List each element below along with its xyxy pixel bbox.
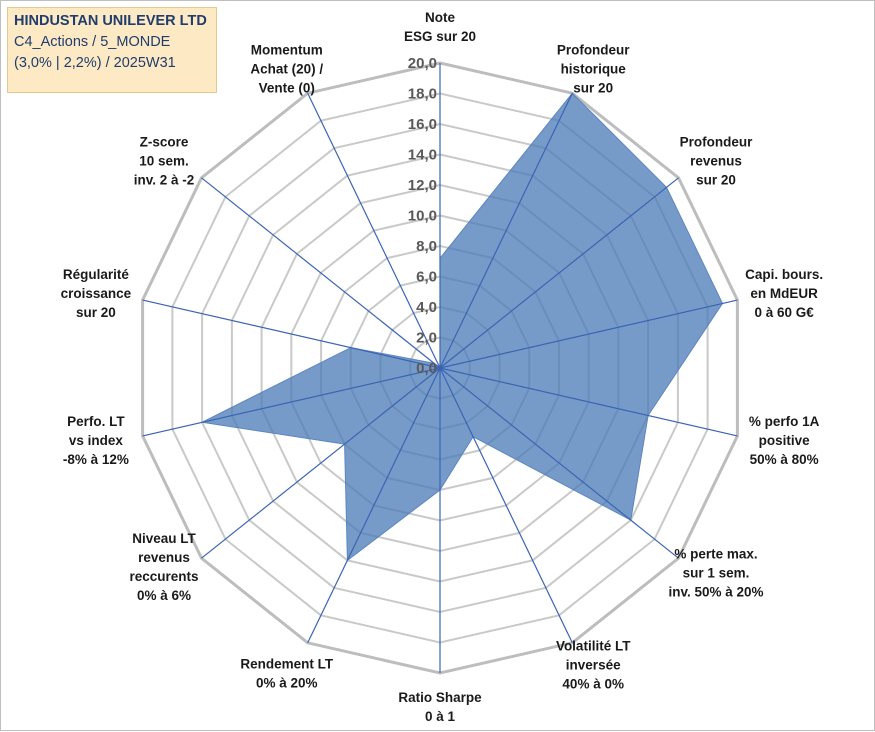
axis-label-line: inversée — [566, 657, 621, 672]
axis-label-line: revenus — [690, 153, 742, 168]
axis-label-line: Momentum — [251, 43, 323, 58]
axis-label-line: 40% à 0% — [562, 676, 624, 691]
axis-label-line: Rendement LT — [240, 656, 334, 671]
axis-label: Momentum Achat (20) / Vente (0) — [250, 43, 323, 96]
axis-label: Z-score 10 sem. inv. 2 à -2 — [134, 134, 195, 187]
axis-label-line: en MdEUR — [750, 286, 818, 301]
axis-label-line: Volatilité LT — [556, 638, 631, 653]
tick-label: 6,0 — [416, 269, 437, 286]
axis-label-line: Perfo. LT — [67, 414, 125, 429]
axis-label-line: % perfo 1A — [749, 414, 820, 429]
axis-label: Profondeur historique sur 20 — [557, 43, 630, 96]
axis-label-line: Capi. bours. — [745, 267, 823, 282]
tick-label: 18,0 — [408, 86, 437, 103]
axis-label-line: Profondeur — [557, 43, 630, 58]
axis-spoke — [307, 92, 441, 369]
axis-spoke — [439, 299, 738, 369]
title-company: HINDUSTAN UNILEVER LTD — [14, 13, 207, 29]
axis-label-line: Vente (0) — [259, 81, 315, 96]
title-box: HINDUSTAN UNILEVER LTD C4_Actions / 5_MO… — [7, 7, 217, 93]
axis-label-line: inv. 50% à 20% — [668, 585, 763, 600]
tick-label: 12,0 — [408, 177, 437, 194]
axis-label-line: inv. 2 à -2 — [134, 172, 195, 187]
axis-spoke — [142, 299, 441, 369]
tick-label: 14,0 — [408, 147, 437, 164]
axis-label-line: positive — [759, 433, 811, 448]
tick-label: 0,0 — [416, 360, 437, 377]
axis-label-line: Ratio Sharpe — [398, 690, 482, 705]
axis-label-line: sur 1 sem. — [683, 566, 750, 581]
title-category: C4_Actions / 5_MONDE — [14, 34, 171, 50]
tick-label: 2,0 — [416, 330, 437, 347]
axis-label-line: Z-score — [140, 134, 189, 149]
axis-spoke — [439, 177, 679, 369]
axis-label-line: Niveau LT — [132, 531, 196, 546]
axis-label-line: 0 à 60 G€ — [754, 305, 814, 320]
axis-label-line: sur 20 — [573, 81, 613, 96]
axis-label-line: Note — [425, 10, 455, 25]
axis-label-line: Régularité — [63, 267, 130, 282]
axis-label: Niveau LT revenus reccurents 0% à 6% — [129, 531, 198, 603]
axis-label-line: ESG sur 20 — [404, 29, 476, 44]
tick-label: 20,0 — [408, 55, 437, 72]
axis-label: % perfo 1A positive 50% à 80% — [749, 414, 820, 467]
axis-label: Régularité croissance sur 20 — [61, 267, 132, 320]
axis-label-line: Profondeur — [680, 134, 753, 149]
axis-label-line: historique — [561, 62, 627, 77]
axis-label-line: 0% à 6% — [137, 588, 191, 603]
title-period: (3,0% | 2,2%) / 2025W31 — [14, 55, 176, 71]
tick-label: 4,0 — [416, 299, 437, 316]
axis-label-line: % perte max. — [674, 547, 757, 562]
axis-spoke — [439, 367, 573, 644]
axis-label: Volatilité LT inversée 40% à 0% — [556, 638, 631, 691]
tick-label: 10,0 — [408, 208, 437, 225]
axis-label-line: croissance — [61, 286, 132, 301]
axis-spoke — [142, 367, 441, 437]
axis-label-line: 50% à 80% — [750, 452, 819, 467]
axis-spoke — [201, 367, 441, 559]
axis-label: Profondeur revenus sur 20 — [680, 134, 753, 187]
axis-label-line: vs index — [69, 433, 124, 448]
axis-spoke — [439, 367, 738, 437]
axis-label-line: sur 20 — [76, 305, 116, 320]
axis-label: Capi. bours. en MdEUR 0 à 60 G€ — [745, 267, 823, 320]
axis-label-line: sur 20 — [696, 172, 736, 187]
axis-spoke — [307, 367, 441, 644]
axis-label-line: 0% à 20% — [256, 675, 318, 690]
axis-spoke — [439, 92, 573, 369]
axis-spoke — [201, 177, 441, 369]
axis-label: % perte max. sur 1 sem. inv. 50% à 20% — [668, 547, 763, 600]
axis-label-line: revenus — [138, 550, 190, 565]
tick-label: 8,0 — [416, 238, 437, 255]
axis-label: Ratio Sharpe 0 à 1 — [398, 690, 482, 724]
axis-label-line: -8% à 12% — [63, 452, 129, 467]
axis-spoke — [439, 367, 679, 559]
axis-label-line: 10 sem. — [139, 153, 189, 168]
axis-label-line: reccurents — [129, 569, 198, 584]
axis-label-line: 0 à 1 — [425, 709, 456, 724]
axis-label: Perfo. LT vs index -8% à 12% — [63, 414, 129, 467]
axis-label-line: Achat (20) / — [250, 62, 323, 77]
axis-label: Rendement LT 0% à 20% — [240, 656, 334, 690]
axis-label: Note ESG sur 20 — [404, 10, 476, 44]
tick-label: 16,0 — [408, 116, 437, 133]
